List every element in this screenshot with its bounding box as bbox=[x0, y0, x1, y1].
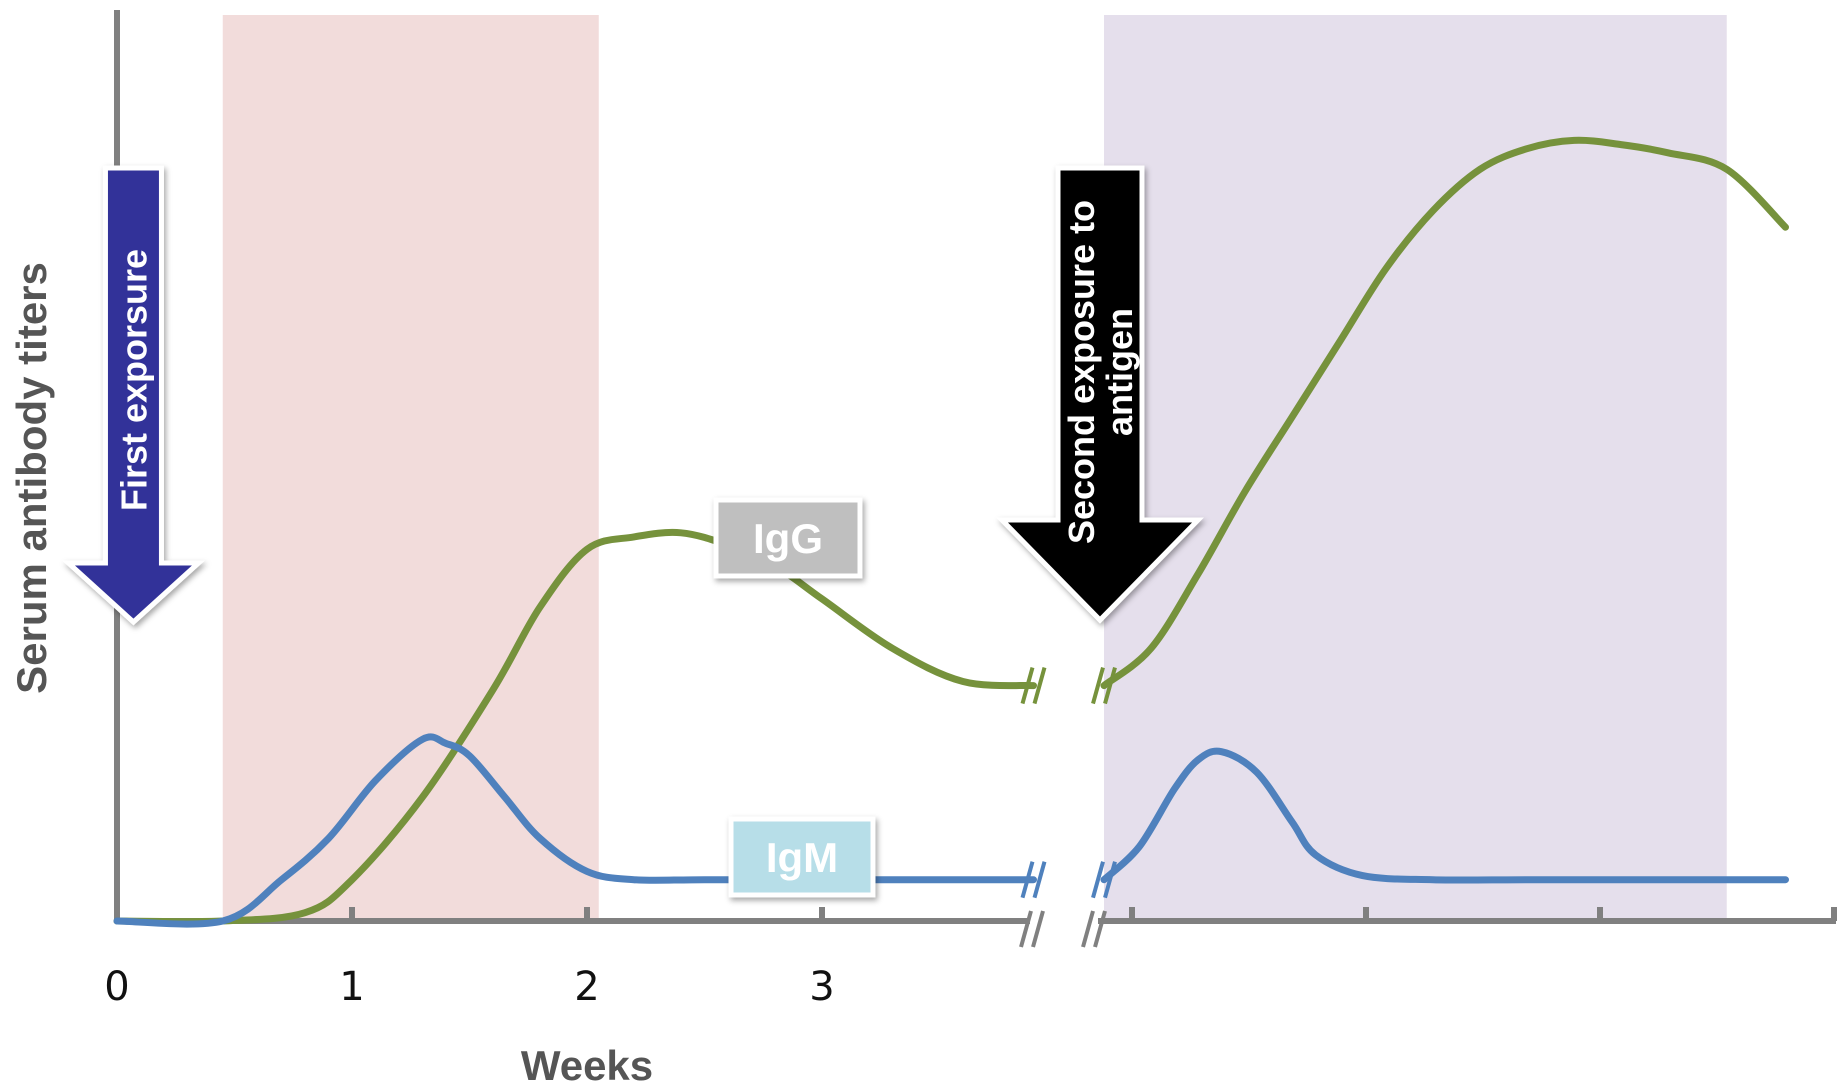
second-exposure-label: Second exposure toantigen bbox=[1061, 200, 1140, 544]
break-igg-left bbox=[1020, 667, 1047, 705]
series-label-text: IgM bbox=[766, 834, 838, 881]
x-tick-label: 0 bbox=[104, 964, 129, 1010]
series-igg-line-1 bbox=[113, 528, 1037, 926]
axis-break-left-stroke bbox=[1019, 910, 1033, 948]
shaded-region-secondary bbox=[1104, 15, 1727, 921]
break-igm-left-stroke bbox=[1032, 861, 1047, 899]
break-igg-right bbox=[1091, 667, 1117, 705]
break-igg-left-stroke bbox=[1032, 667, 1047, 705]
x-tick-label: 3 bbox=[809, 964, 834, 1010]
y-axis-title: Serum antibody titers bbox=[8, 262, 55, 694]
break-igm-left-stroke bbox=[1020, 861, 1035, 899]
first-exposure-arrow bbox=[61, 165, 205, 626]
break-igg-right-stroke bbox=[1091, 667, 1105, 705]
series-label-box bbox=[728, 816, 876, 898]
x-tick-label: 2 bbox=[574, 964, 599, 1010]
series-igg-line-2 bbox=[1100, 136, 1789, 690]
second-exposure-arrow bbox=[996, 165, 1204, 624]
break-igm-left bbox=[1020, 861, 1047, 899]
axis-break-right bbox=[1081, 910, 1107, 948]
break-igm-right-stroke bbox=[1091, 861, 1105, 899]
break-igm-right bbox=[1091, 861, 1117, 899]
axis-break-right-stroke bbox=[1081, 910, 1095, 948]
series-label-igm: IgM bbox=[728, 816, 876, 898]
axis-break-left-stroke bbox=[1031, 910, 1045, 948]
series-label-text: IgG bbox=[753, 515, 823, 562]
break-igg-right-stroke bbox=[1103, 667, 1117, 705]
axis-break-left bbox=[1019, 910, 1045, 948]
x-tick-label: 1 bbox=[339, 964, 364, 1010]
shaded-region-primary bbox=[222, 15, 599, 921]
x-axis-title: Weeks bbox=[521, 1042, 653, 1083]
series-igm-line-2 bbox=[1100, 747, 1789, 884]
axis-break-right-stroke bbox=[1093, 910, 1107, 948]
second-exposure-label-line: Second exposure to bbox=[1061, 200, 1102, 544]
series-label-box bbox=[713, 497, 863, 579]
break-igg-left-stroke bbox=[1020, 667, 1035, 705]
break-igm-right-stroke bbox=[1103, 861, 1117, 899]
second-exposure-label-line: antigen bbox=[1099, 308, 1140, 436]
series-label-igg: IgG bbox=[713, 497, 863, 579]
first-exposure-label: First exporsure bbox=[113, 249, 154, 511]
